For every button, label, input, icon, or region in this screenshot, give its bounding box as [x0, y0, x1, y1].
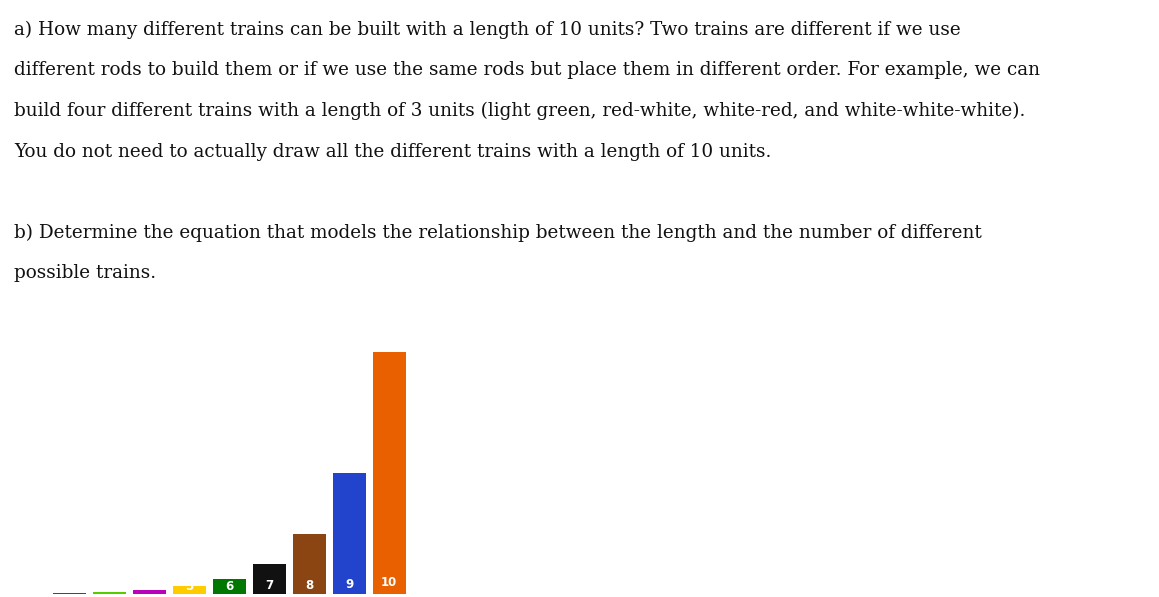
Text: 9: 9 — [345, 578, 353, 591]
Text: 1: 1 — [25, 580, 34, 593]
Text: b) Determine the equation that models the relationship between the length and th: b) Determine the equation that models th… — [14, 224, 982, 242]
Text: 5: 5 — [185, 580, 194, 593]
Bar — [93, 592, 125, 594]
Bar — [373, 352, 406, 594]
Text: different rods to build them or if we use the same rods but place them in differ: different rods to build them or if we us… — [14, 61, 1040, 79]
Text: 7: 7 — [265, 579, 274, 592]
Text: 2: 2 — [65, 580, 73, 593]
Bar — [133, 590, 166, 594]
Text: 3: 3 — [105, 580, 114, 593]
Text: a) How many different trains can be built with a length of 10 units? Two trains : a) How many different trains can be buil… — [14, 21, 961, 39]
Bar — [53, 593, 86, 594]
Bar — [293, 534, 326, 594]
Bar — [173, 586, 205, 594]
Text: 4: 4 — [145, 580, 153, 593]
Text: 6: 6 — [225, 580, 233, 593]
Text: 8: 8 — [305, 579, 313, 592]
Text: build four different trains with a length of 3 units (light green, red-white, wh: build four different trains with a lengt… — [14, 102, 1026, 121]
Text: 10: 10 — [381, 576, 398, 589]
Bar — [213, 579, 246, 594]
Bar — [253, 564, 285, 594]
Bar — [333, 473, 365, 594]
Text: You do not need to actually draw all the different trains with a length of 10 un: You do not need to actually draw all the… — [14, 143, 771, 161]
Text: possible trains.: possible trains. — [14, 264, 156, 282]
